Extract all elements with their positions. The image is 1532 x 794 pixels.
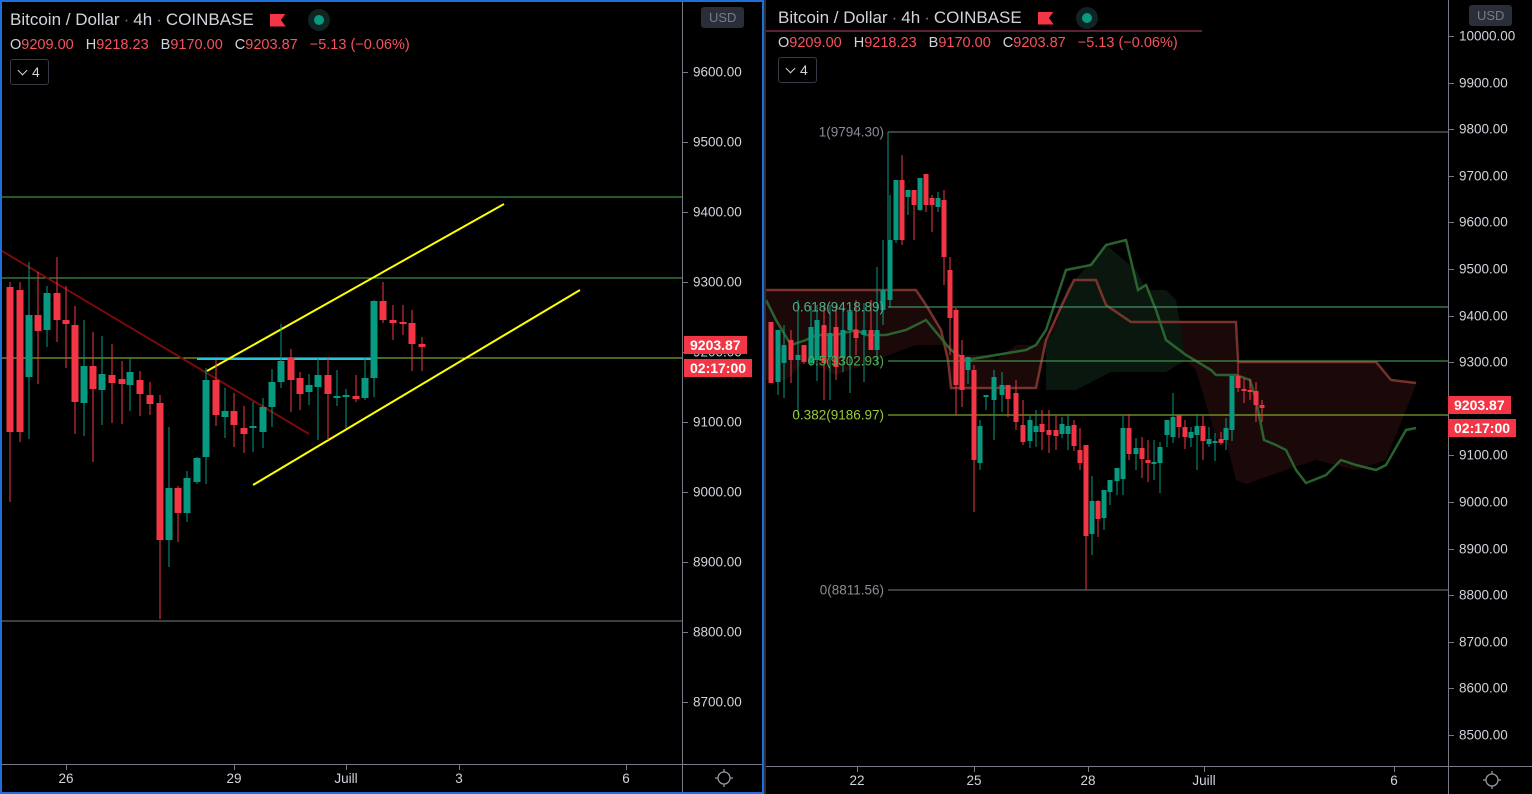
price-tick (1449, 175, 1454, 177)
countdown-tag: 02:17:00 (684, 359, 753, 377)
interval[interactable]: 4h (133, 10, 153, 29)
price-label: 9500.00 (1459, 261, 1508, 277)
right-legend: Bitcoin / Dollar · 4h · COINBASE O9209.0… (778, 6, 1178, 83)
price-label: 8900.00 (1459, 541, 1508, 557)
symbol-title[interactable]: Bitcoin / Dollar (10, 10, 120, 29)
time-label: 22 (849, 773, 865, 788)
price-label: 9900.00 (1459, 75, 1508, 91)
left-price-axis[interactable]: USD 9600.009500.009400.009300.009200.009… (682, 2, 764, 764)
price-label: 9300.00 (693, 274, 742, 290)
price-tick (683, 212, 688, 213)
settings-gear-icon[interactable] (1482, 770, 1502, 790)
price-tick (1449, 735, 1454, 736)
price-label: 8700.00 (693, 694, 742, 710)
price-label: 9700.00 (1459, 168, 1508, 184)
price-label: 8600.00 (1459, 680, 1508, 696)
red-flag-icon[interactable] (1037, 11, 1054, 25)
last-price-tag: 9203.87 (1448, 396, 1511, 414)
price-label: 9000.00 (693, 484, 742, 500)
time-label: 26 (58, 771, 74, 786)
market-open-dot-icon (1075, 7, 1098, 29)
market-open-dot-icon (307, 9, 330, 31)
price-tick (683, 72, 688, 73)
time-label: 25 (966, 773, 982, 788)
price-label: 8500.00 (1459, 727, 1508, 743)
symbol-title[interactable]: Bitcoin / Dollar (778, 8, 888, 27)
exchange: COINBASE (165, 10, 254, 29)
countdown-tag: 02:17:00 (1448, 419, 1517, 437)
price-tick (683, 282, 688, 283)
price-label: 9400.00 (693, 204, 742, 220)
right-time-axis[interactable]: 22 25 28 Juill 6 (766, 766, 1532, 794)
price-label: 9600.00 (1459, 214, 1508, 230)
price-tick (1449, 548, 1454, 550)
price-tick (683, 142, 688, 143)
price-label: 8800.00 (693, 624, 742, 640)
price-tick (1449, 315, 1454, 317)
red-flag-icon[interactable] (269, 13, 286, 27)
left-candlestick-plot[interactable] (2, 2, 682, 766)
price-label: 9100.00 (693, 414, 742, 430)
price-tick (683, 702, 688, 703)
ohlc-values: O9209.00 H9218.23 B9170.00 C9203.87 −5.1… (778, 35, 1178, 51)
ohlc-values: O9209.00 H9218.23 B9170.00 C9203.87 −5.1… (10, 37, 410, 53)
interval[interactable]: 4h (901, 8, 921, 27)
pane-divider[interactable] (764, 0, 766, 794)
exchange: COINBASE (933, 8, 1022, 27)
price-tick (683, 422, 688, 423)
fib-level-0618: 0.618(9418.89) (792, 299, 884, 315)
price-tick (1449, 36, 1454, 37)
price-label: 8900.00 (693, 554, 742, 570)
price-label: 9400.00 (1459, 308, 1508, 324)
price-label: 10000.00 (1459, 28, 1516, 44)
price-label: 8800.00 (1459, 587, 1508, 603)
price-tick (683, 492, 688, 493)
time-label: 6 (1390, 773, 1398, 788)
price-tick (1449, 455, 1454, 457)
left-chart-pane[interactable]: Bitcoin / Dollar · 4h · COINBASE O9209.0… (0, 0, 764, 794)
right-price-axis[interactable]: USD 10000.00 9900.00 9800.00 9700.00 9600.00… (1448, 0, 1532, 766)
price-tick (1449, 269, 1454, 270)
settings-gear-icon[interactable] (714, 768, 734, 788)
right-candlestick-plot[interactable] (766, 0, 1448, 766)
time-label: 28 (1080, 773, 1096, 788)
time-label: 29 (226, 771, 242, 786)
price-tick (1449, 595, 1454, 597)
price-tick (683, 632, 688, 633)
price-label: 9600.00 (693, 64, 742, 80)
indicators-toggle-button[interactable]: 4 (778, 57, 817, 83)
price-tick (1449, 641, 1454, 643)
right-chart-pane[interactable]: Bitcoin / Dollar · 4h · COINBASE O9209.0… (766, 0, 1532, 794)
currency-badge[interactable]: USD (1469, 5, 1513, 26)
time-label: 3 (455, 771, 463, 786)
left-legend: Bitcoin / Dollar · 4h · COINBASE O9209.0… (10, 8, 410, 85)
price-tick (683, 562, 688, 563)
price-label: 9300.00 (1459, 354, 1508, 370)
price-label: 9800.00 (1459, 121, 1508, 137)
currency-badge[interactable]: USD (701, 7, 745, 28)
indicators-toggle-button[interactable]: 4 (10, 59, 49, 85)
price-tick (1449, 688, 1454, 690)
price-label: 8700.00 (1459, 634, 1508, 650)
time-label: Juill (1192, 773, 1216, 788)
last-price-tag: 9203.87 (684, 336, 747, 354)
chevron-down-icon (785, 63, 796, 73)
price-tick (1449, 222, 1454, 224)
time-label: Juill (334, 771, 358, 786)
price-tick (1449, 502, 1454, 503)
fib-level-0382: 0.382(9186.97) (792, 407, 884, 423)
left-time-axis[interactable]: 26 29 Juill 3 6 (2, 764, 762, 792)
price-label: 9100.00 (1459, 447, 1508, 463)
time-label: 6 (622, 771, 630, 786)
fib-level-0: 0(8811.56) (819, 582, 884, 598)
price-tick (1449, 362, 1454, 364)
fib-level-1: 1(9794.30) (818, 124, 884, 140)
fib-level-05: 0.5(9302.93) (807, 353, 884, 369)
chevron-down-icon (17, 65, 28, 75)
price-label: 9500.00 (693, 134, 742, 150)
price-tick (1449, 82, 1454, 84)
price-label: 9000.00 (1459, 494, 1508, 510)
price-tick (1449, 129, 1454, 131)
